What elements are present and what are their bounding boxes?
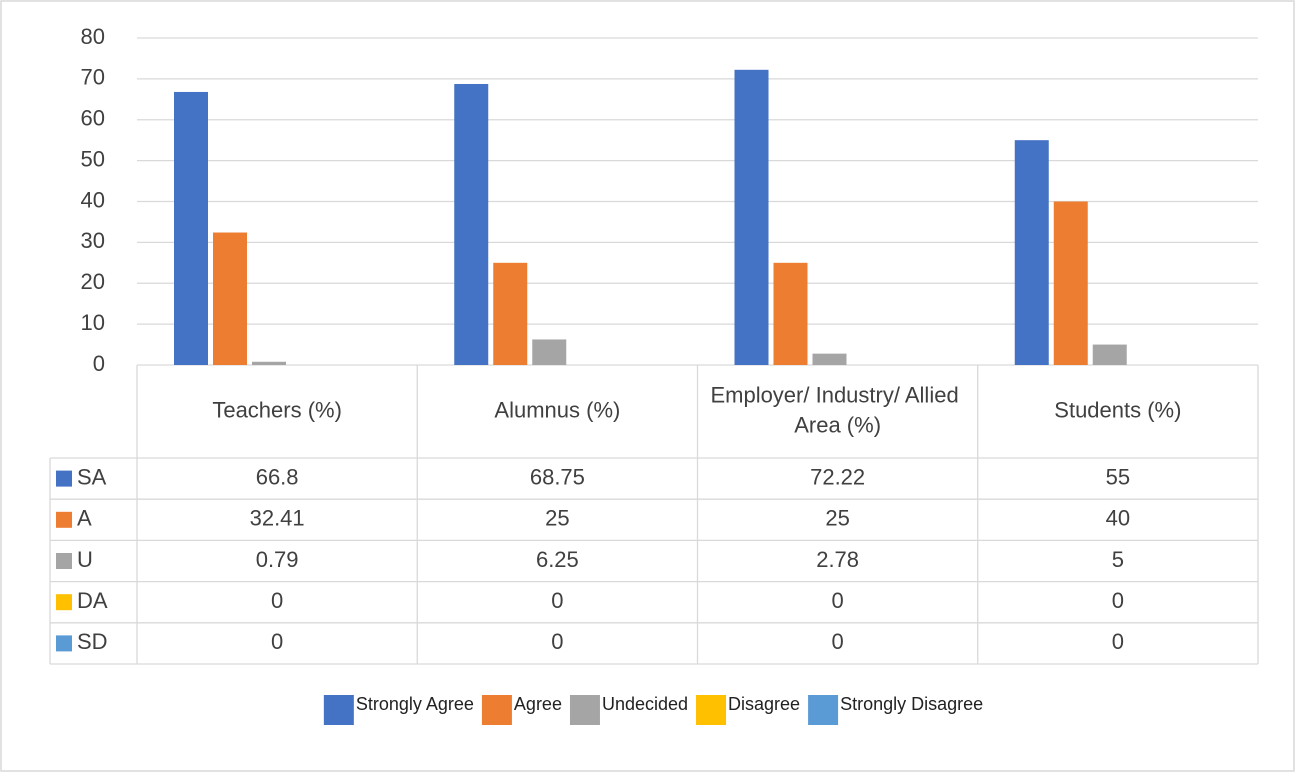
bar	[1053, 201, 1088, 365]
table-row-label: SD	[77, 629, 108, 654]
y-tick-label: 50	[81, 146, 105, 171]
table-value: 25	[825, 506, 849, 531]
y-tick-label: 80	[81, 24, 105, 49]
legend-label: Agree	[514, 694, 562, 714]
table-value: 72.22	[810, 464, 865, 489]
legend-swatch	[808, 695, 839, 725]
y-tick-label: 60	[81, 106, 105, 131]
table-swatch	[56, 470, 72, 487]
legend-swatch	[323, 695, 354, 725]
legend-swatch	[569, 695, 600, 725]
y-tick-label: 30	[81, 228, 105, 253]
table-value: 0	[832, 588, 844, 613]
bar	[1092, 344, 1127, 365]
y-tick-label: 20	[81, 269, 105, 294]
table-value: 0	[551, 629, 563, 654]
bar	[174, 91, 208, 365]
category-label: Alumnus (%)	[494, 397, 620, 422]
legend-swatch	[481, 695, 512, 725]
category-label: Employer/ Industry/ Allied Area (%)	[710, 382, 964, 437]
bar	[454, 83, 489, 365]
table-value: 32.41	[250, 506, 305, 531]
table-swatch	[56, 553, 72, 569]
legend-label: Disagree	[728, 694, 800, 714]
table-value: 55	[1106, 464, 1130, 489]
bar	[252, 361, 286, 365]
y-tick-label: 10	[81, 310, 105, 335]
category-label: Teachers (%)	[212, 397, 342, 422]
table-value: 0	[271, 629, 283, 654]
table-swatch	[56, 594, 72, 611]
legend-label: Undecided	[602, 694, 688, 714]
table-row-label: DA	[77, 588, 108, 613]
legend-label: Strongly Agree	[356, 694, 474, 714]
legend-label: Strongly Disagree	[840, 694, 983, 714]
bar	[1014, 140, 1049, 365]
bar	[213, 232, 247, 365]
table-value: 6.25	[536, 547, 579, 572]
table-value: 0	[551, 588, 563, 613]
table-value: 68.75	[530, 464, 585, 489]
table-value: 0.79	[256, 547, 299, 572]
bar	[532, 339, 567, 365]
bar	[812, 353, 847, 365]
table-value: 0	[271, 588, 283, 613]
y-tick-label: 0	[93, 351, 105, 376]
y-tick-label: 70	[81, 65, 105, 90]
bar	[493, 262, 528, 365]
table-value: 2.78	[816, 547, 859, 572]
category-label: Students (%)	[1054, 397, 1181, 422]
y-tick-label: 40	[81, 187, 105, 212]
table-value: 66.8	[256, 464, 299, 489]
bar	[773, 262, 808, 365]
table-value: 0	[1112, 588, 1124, 613]
table-value: 40	[1106, 506, 1130, 531]
table-row-label: SA	[77, 464, 107, 489]
table-row-label: U	[77, 547, 93, 572]
table-swatch	[56, 511, 72, 528]
table-value: 25	[545, 506, 569, 531]
bar	[734, 69, 769, 365]
table-value: 0	[1112, 629, 1124, 654]
legend-swatch	[696, 695, 727, 725]
table-row-label: A	[77, 506, 92, 531]
table-value: 5	[1112, 547, 1124, 572]
table-swatch	[56, 635, 72, 652]
table-value: 0	[832, 629, 844, 654]
